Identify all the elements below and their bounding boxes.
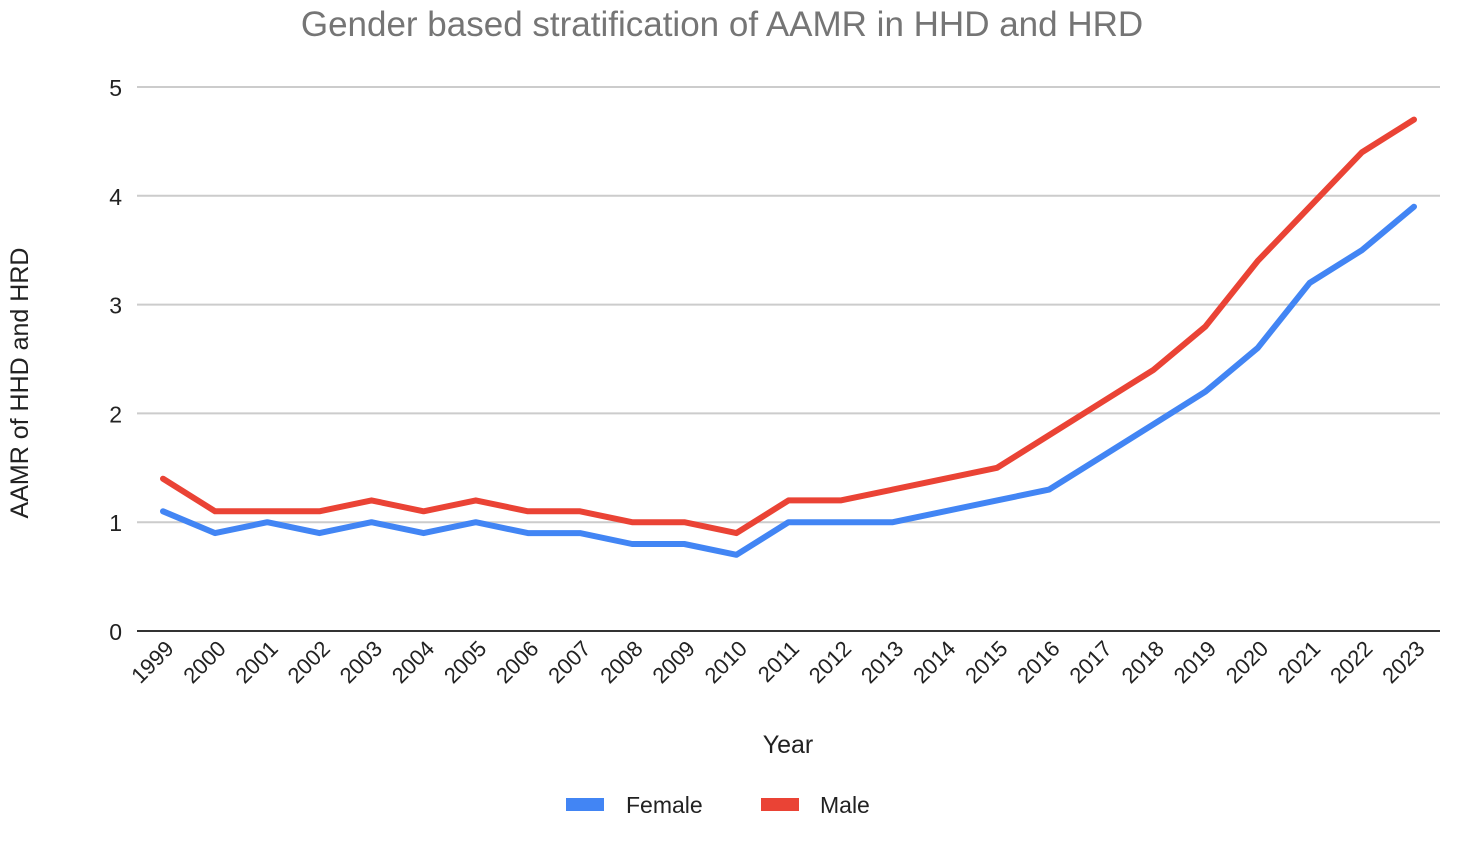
- x-axis-label: Year: [763, 731, 814, 759]
- x-tick-label: 2001: [230, 636, 282, 688]
- series-line-male: [160, 116, 1417, 537]
- legend: Female Male: [566, 792, 870, 818]
- x-tick-label: 2020: [1221, 636, 1273, 688]
- x-tick-label: 2019: [1169, 636, 1221, 688]
- x-tick-label: 2016: [1012, 636, 1064, 688]
- x-tick-label: 2006: [491, 636, 543, 688]
- x-tick-label: 2004: [387, 636, 439, 688]
- chart-title: Gender based stratification of AAMR in H…: [301, 5, 1143, 44]
- x-tick-label: 2014: [908, 636, 960, 688]
- x-axis-ticks: 1999 2000 2001 2002 2003 2004 2005 2006 2007 2008…: [126, 636, 1429, 688]
- series-lines: [160, 116, 1417, 558]
- x-tick-label: 2017: [1064, 636, 1116, 688]
- x-tick-label: 2011: [753, 636, 804, 687]
- x-tick-label: 2012: [804, 636, 856, 688]
- x-tick-label: 2000: [178, 636, 230, 688]
- x-tick-label: 2007: [543, 636, 595, 688]
- x-tick-label: 2018: [1117, 636, 1169, 688]
- legend-label-female: Female: [626, 792, 703, 818]
- legend-swatch-female: [566, 798, 604, 811]
- legend-swatch-male: [761, 798, 799, 811]
- x-tick-label: 2013: [856, 636, 908, 688]
- x-tick-label: 2005: [439, 636, 491, 688]
- y-tick-label: 4: [109, 184, 122, 210]
- x-tick-label: 2009: [647, 636, 699, 688]
- x-tick-label: 2008: [595, 636, 647, 688]
- x-tick-label: 2022: [1325, 636, 1377, 688]
- x-tick-label: 2023: [1377, 636, 1429, 688]
- y-tick-label: 3: [109, 293, 122, 319]
- y-tick-label: 0: [109, 619, 122, 645]
- y-axis-ticks: 0 1 2 3 4 5: [109, 75, 122, 645]
- y-tick-label: 1: [109, 510, 122, 536]
- y-tick-label: 2: [109, 401, 122, 427]
- series-line-female: [160, 203, 1417, 558]
- x-tick-label: 2015: [960, 636, 1012, 688]
- x-tick-label: 1999: [126, 636, 178, 688]
- legend-label-male: Male: [820, 792, 870, 818]
- gridlines: [137, 86, 1440, 524]
- x-tick-label: 2010: [700, 636, 752, 688]
- x-tick-label: 2002: [283, 636, 335, 688]
- x-tick-label: 2021: [1273, 636, 1325, 688]
- x-tick-label: 2003: [335, 636, 387, 688]
- y-tick-label: 5: [109, 75, 122, 101]
- y-axis-label: AAMR of HHD and HRD: [6, 248, 34, 519]
